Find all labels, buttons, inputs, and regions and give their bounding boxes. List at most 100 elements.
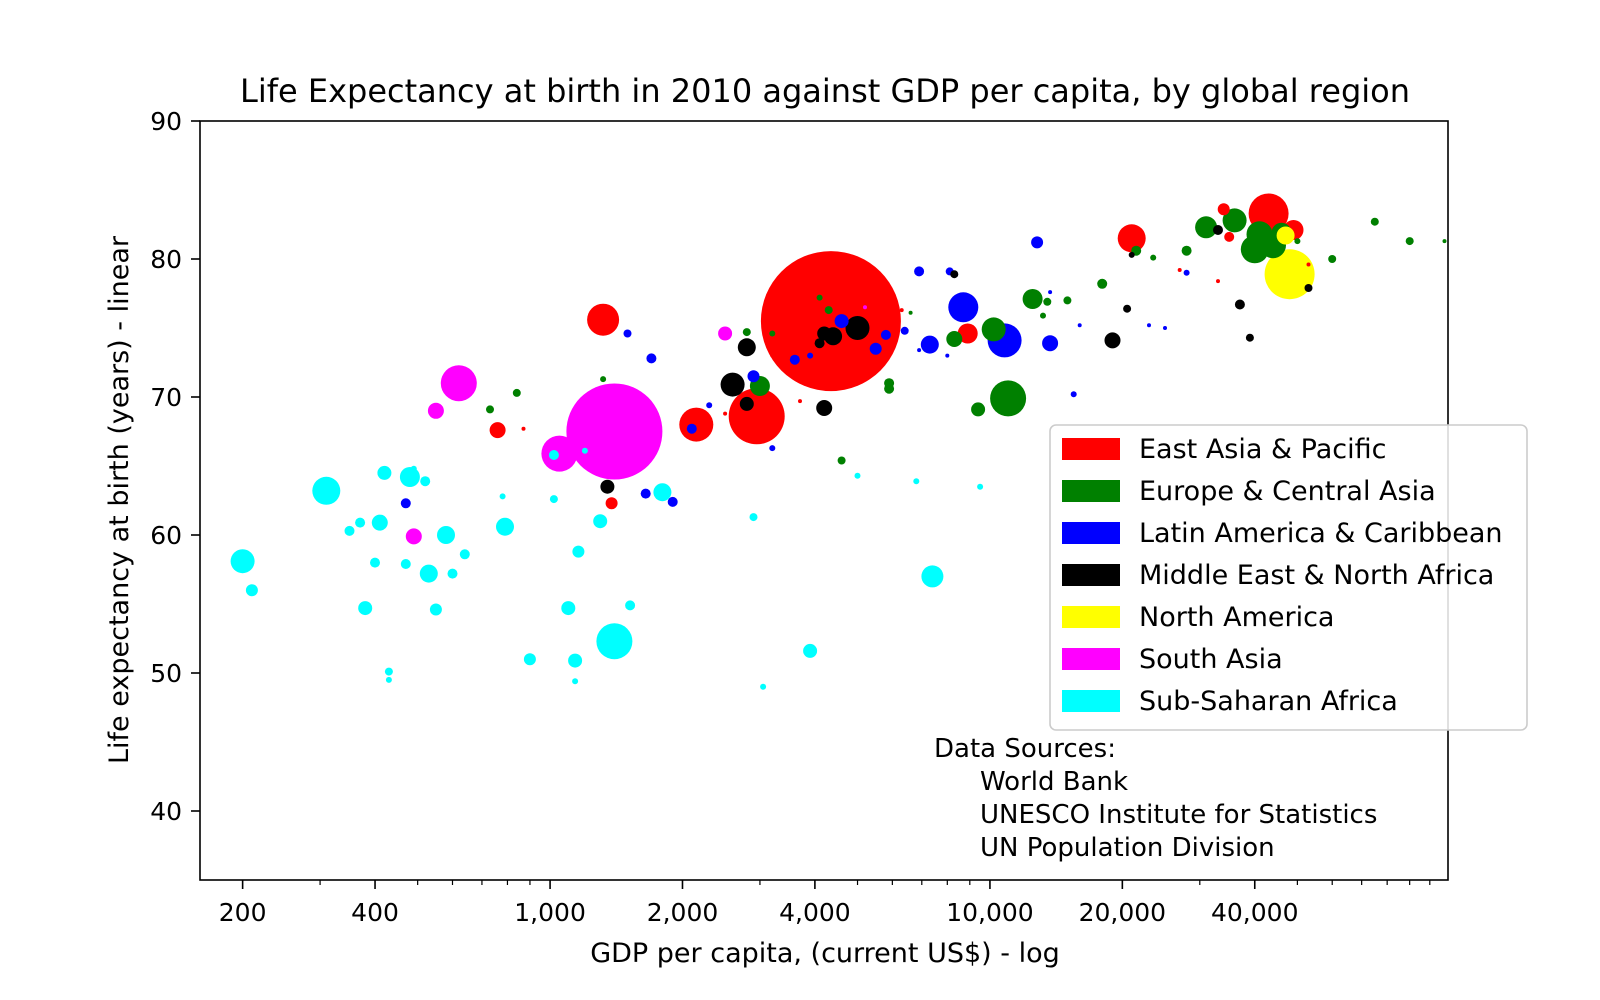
data-point-europe-central-asia-31	[600, 376, 607, 383]
data-point-latin-america-caribbean-7	[869, 342, 882, 355]
data-point-sub-saharan-africa-31	[245, 584, 258, 597]
data-point-sub-saharan-africa-14	[400, 559, 411, 569]
data-point-middle-east-north-africa-6	[739, 396, 754, 411]
x-tick-label: 1,000	[514, 898, 586, 927]
data-point-europe-central-asia-12	[971, 402, 986, 417]
data-point-sub-saharan-africa-20	[625, 600, 636, 611]
data-point-sub-saharan-africa-2	[230, 549, 255, 574]
data-point-sub-saharan-africa-28	[385, 676, 392, 683]
data-point-sub-saharan-africa-25	[344, 525, 355, 536]
data-point-east-asia-pacific-5	[1117, 224, 1146, 253]
data-point-latin-america-caribbean-23	[1183, 269, 1190, 276]
data-point-middle-east-north-africa-15	[1304, 284, 1313, 292]
data-point-sub-saharan-africa-34	[854, 472, 861, 479]
data-point-latin-america-caribbean-16	[646, 353, 657, 364]
data-point-europe-central-asia-17	[1097, 278, 1108, 289]
data-point-sub-saharan-africa-10	[420, 476, 431, 487]
data-point-europe-central-asia-32	[769, 330, 776, 337]
data-point-east-asia-pacific-15	[1224, 231, 1235, 242]
x-axis-label: GDP per capita, (current US$) - log	[590, 938, 1060, 969]
data-point-latin-america-caribbean-25	[807, 352, 814, 359]
data-point-latin-america-caribbean-19	[1048, 290, 1053, 295]
data-point-east-asia-pacific-21	[743, 417, 750, 424]
y-tick-label: 80	[150, 245, 182, 274]
data-point-europe-central-asia-9	[981, 317, 1006, 342]
data-point-europe-central-asia-14	[884, 378, 895, 389]
data-point-latin-america-caribbean-9	[1042, 335, 1059, 352]
data-point-europe-central-asia-0	[990, 380, 1027, 417]
data-point-sub-saharan-africa-8	[419, 564, 438, 583]
data-point-east-asia-pacific-20	[866, 355, 871, 359]
data-point-sub-saharan-africa-40	[410, 465, 417, 472]
data-point-middle-east-north-africa-2	[817, 326, 832, 341]
data-point-middle-east-north-africa-5	[720, 372, 745, 397]
data-point-europe-central-asia-3	[1246, 221, 1273, 248]
source-world-bank: World Bank	[980, 767, 1128, 797]
data-point-sub-saharan-africa-21	[803, 643, 818, 658]
data-point-europe-central-asia-26	[742, 328, 751, 337]
legend-swatch	[1062, 522, 1120, 544]
data-point-sub-saharan-africa-35	[913, 478, 920, 485]
data-point-latin-america-caribbean-10	[789, 354, 800, 365]
data-point-europe-central-asia-15	[1181, 245, 1192, 256]
data-point-europe-central-asia-30	[816, 294, 823, 301]
data-point-south-asia-5	[405, 528, 422, 545]
data-point-east-asia-pacific-10	[521, 426, 526, 431]
x-tick-label: 4,000	[779, 898, 851, 927]
data-point-latin-america-caribbean-14	[667, 496, 678, 507]
legend-label: South Asia	[1139, 644, 1283, 675]
data-point-south-asia-3	[718, 326, 733, 341]
data-point-latin-america-caribbean-12	[623, 329, 632, 338]
data-point-latin-america-caribbean-2	[920, 335, 939, 354]
data-point-east-asia-pacific-13	[899, 308, 904, 313]
data-point-sub-saharan-africa-37	[549, 495, 558, 504]
data-point-middle-east-north-africa-12	[1234, 299, 1245, 310]
data-point-east-asia-pacific-3	[679, 407, 714, 442]
data-point-latin-america-caribbean-6	[900, 326, 909, 335]
data-point-sub-saharan-africa-22	[429, 603, 442, 616]
data-point-europe-central-asia-27	[512, 388, 521, 397]
data-point-sub-saharan-africa-41	[446, 533, 453, 540]
data-point-latin-america-caribbean-15	[686, 423, 697, 434]
data-point-latin-america-caribbean-27	[706, 402, 713, 409]
legend: East Asia & Pacific Europe & Central Asia…	[1049, 424, 1528, 731]
legend-label: Europe & Central Asia	[1139, 476, 1436, 507]
legend-label: Sub-Saharan Africa	[1139, 686, 1398, 717]
data-point-east-asia-pacific-19	[1177, 268, 1182, 272]
data-point-middle-east-north-africa-4	[737, 338, 756, 357]
data-point-sub-saharan-africa-33	[760, 683, 767, 690]
data-point-east-asia-pacific-11	[770, 353, 775, 358]
data-point-south-asia-6	[863, 305, 867, 310]
x-tick-label: 400	[351, 898, 399, 927]
data-point-sub-saharan-africa-11	[371, 514, 388, 531]
source-unesco: UNESCO Institute for Statistics	[980, 800, 1377, 830]
x-tick-label: 10,000	[946, 898, 1033, 927]
data-point-europe-central-asia-25	[837, 456, 846, 465]
data-point-east-asia-pacific-2	[728, 388, 785, 445]
data-point-sub-saharan-africa-5	[921, 565, 944, 588]
x-tick-label: 40,000	[1211, 898, 1298, 927]
data-point-sub-saharan-africa-7	[399, 467, 420, 487]
data-point-east-asia-pacific-14	[1217, 203, 1230, 216]
data-point-north-america-1	[1276, 226, 1295, 245]
data-point-sub-saharan-africa-29	[548, 450, 559, 460]
data-point-europe-central-asia-34	[908, 310, 913, 315]
data-point-east-asia-pacific-12	[798, 399, 802, 404]
data-point-europe-central-asia-5	[1195, 216, 1218, 239]
data-point-sub-saharan-africa-38	[499, 493, 506, 500]
data-point-middle-east-north-africa-0	[845, 316, 870, 340]
data-point-sub-saharan-africa-23	[447, 568, 458, 579]
data-point-east-asia-pacific-17	[723, 411, 728, 416]
data-point-latin-america-caribbean-3	[914, 266, 925, 277]
data-point-latin-america-caribbean-22	[1163, 326, 1167, 330]
data-point-europe-central-asia-10	[946, 331, 963, 347]
data-point-sub-saharan-africa-1	[312, 476, 341, 505]
data-point-south-asia-4	[427, 402, 444, 419]
y-tick-label: 40	[150, 797, 182, 826]
data-point-europe-central-asia-23	[1442, 239, 1447, 244]
legend-swatch	[1062, 564, 1120, 586]
data-point-middle-east-north-africa-13	[1245, 333, 1254, 342]
legend-entries: East Asia & Pacific Europe & Central Asia…	[1062, 434, 1503, 717]
data-point-east-asia-pacific-16	[1216, 279, 1220, 284]
data-point-sub-saharan-africa-16	[561, 601, 576, 616]
